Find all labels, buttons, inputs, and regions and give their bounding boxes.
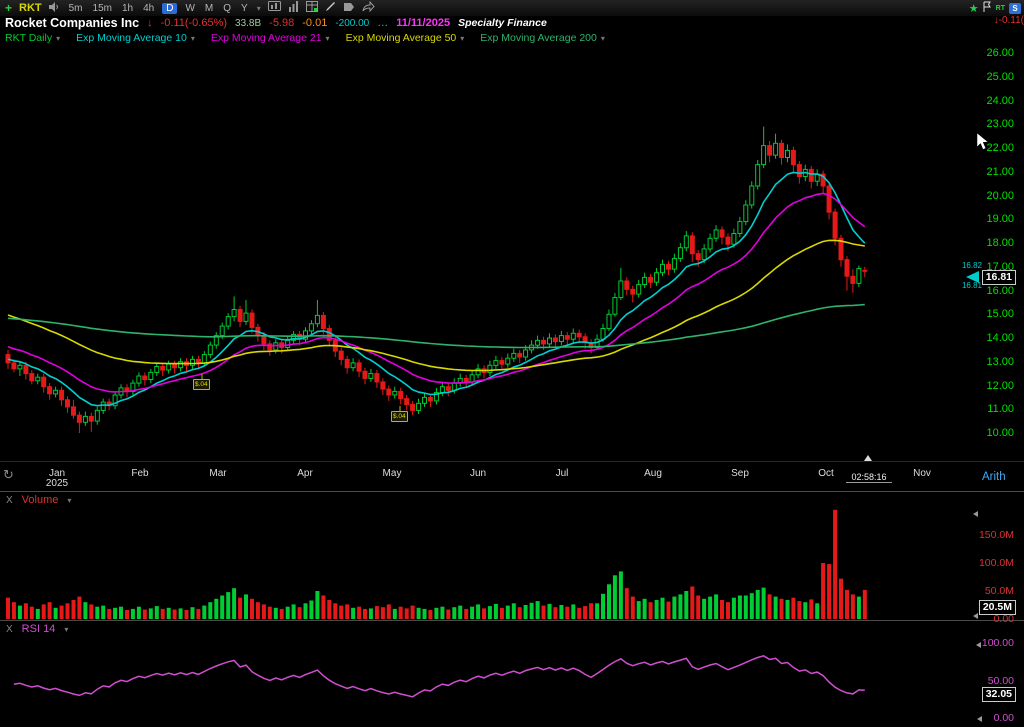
month-label: Jan2025 <box>35 469 79 489</box>
price-tick-label: 13.00 <box>964 356 1014 368</box>
price-tick-label: 11.00 <box>964 403 1014 415</box>
price-tick-label: 18.00 <box>964 237 1014 249</box>
last-price-box: 16.81 <box>982 270 1016 285</box>
trading-app-window: + RKT 5m15m1h4hDWMQY ▾ ★ RT <box>0 0 1024 727</box>
month-label: Jun <box>456 469 500 479</box>
price-tick-label: 21.00 <box>964 166 1014 178</box>
ema-line-200 <box>8 305 865 348</box>
axis-marker-layer <box>202 133 988 722</box>
scale-mode-label[interactable]: Arith <box>982 471 1006 483</box>
price-tick-label: 10.00 <box>964 427 1014 439</box>
rsi-dropdown-icon[interactable]: ▾ <box>64 625 68 634</box>
volume-pane-header: X Volume ▾ <box>6 494 71 506</box>
price-tick-label: 12.00 <box>964 380 1014 392</box>
moving-average-layer <box>8 173 865 406</box>
volume-pane-title[interactable]: Volume <box>22 494 59 506</box>
current-bar-marker <box>864 455 872 461</box>
rsi-pane-header: X RSI 14 ▾ <box>6 623 68 635</box>
price-tick-label: 22.00 <box>964 142 1014 154</box>
rsi-layer <box>14 656 865 697</box>
rsi-pane-title[interactable]: RSI 14 <box>22 623 56 635</box>
current-volume-box: 20.5M <box>979 600 1016 615</box>
price-tick-label: 23.00 <box>964 118 1014 130</box>
volume-layer <box>6 510 867 619</box>
month-label: Aug <box>631 469 675 479</box>
candlestick-layer <box>6 127 867 433</box>
month-label: Oct <box>804 469 848 479</box>
bid-price-label: 16.81 <box>962 281 982 290</box>
price-tick-label: 19.00 <box>964 213 1014 225</box>
dividend-marker[interactable]: $.04 <box>193 379 210 390</box>
month-label: Sep <box>718 469 762 479</box>
rsi-close-button[interactable]: X <box>6 624 13 635</box>
price-tick-label: 25.00 <box>964 71 1014 83</box>
month-label: Mar <box>196 469 240 479</box>
volume-dropdown-icon[interactable]: ▾ <box>67 496 71 505</box>
rsi-tick-label: 0.00 <box>964 712 1014 724</box>
current-rsi-box: 32.05 <box>982 687 1016 702</box>
month-label: Feb <box>118 469 162 479</box>
month-label: Jul <box>540 469 584 479</box>
rsi-tick-label: 50.00 <box>964 675 1014 687</box>
dividend-marker[interactable]: $.04 <box>391 411 408 422</box>
month-label: Nov <box>900 469 944 479</box>
pane-separators <box>0 462 1024 621</box>
price-tick-label: 26.00 <box>964 47 1014 59</box>
price-tick-label: 15.00 <box>964 308 1014 320</box>
price-tick-label: 20.00 <box>964 190 1014 202</box>
month-label: May <box>370 469 414 479</box>
month-label: Apr <box>283 469 327 479</box>
rsi-tick-label: 100.00 <box>964 637 1014 649</box>
scroll-history-icon[interactable]: ↻ <box>3 467 14 483</box>
price-tick-label: 24.00 <box>964 95 1014 107</box>
volume-tick-label: 100.0M <box>964 557 1014 569</box>
volume-tick-label: 150.0M <box>964 529 1014 541</box>
price-tick-label: 14.00 <box>964 332 1014 344</box>
volume-tick-label: 50.0M <box>964 585 1014 597</box>
ema-line-10 <box>8 173 865 406</box>
ask-price-label: 16.82 <box>962 261 982 270</box>
ema-line-50 <box>8 240 865 370</box>
chart-canvas[interactable] <box>0 0 1024 727</box>
rsi-line <box>14 656 865 697</box>
bar-countdown-timer: 02:58:16 <box>846 472 892 483</box>
volume-close-button[interactable]: X <box>6 495 13 506</box>
